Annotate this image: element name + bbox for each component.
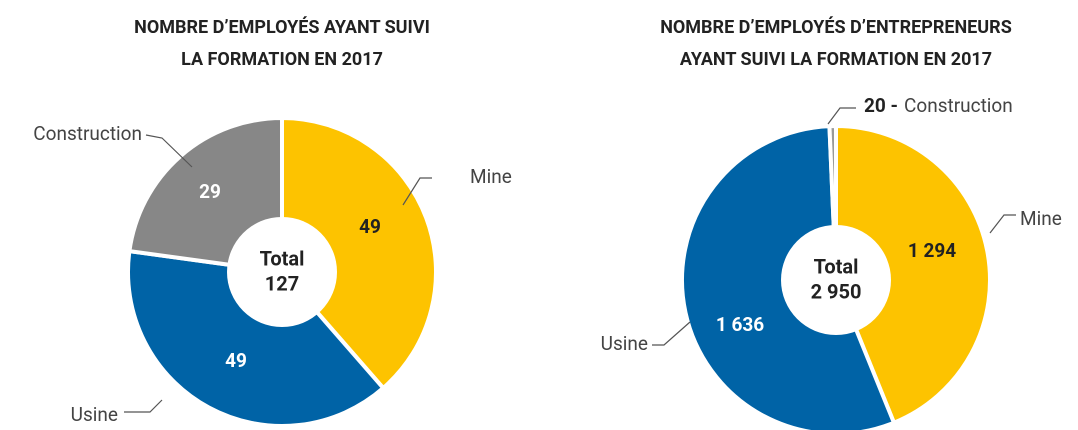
leader-line	[652, 321, 691, 346]
slice	[280, 115, 438, 391]
slice	[834, 123, 992, 426]
value-label: 49	[225, 349, 247, 372]
value-label: 29	[199, 180, 221, 203]
chart-title: AYANT SUIVI LA FORMATION EN 2017	[680, 49, 992, 70]
center-hole	[227, 217, 337, 327]
category-label: Mine	[470, 165, 512, 188]
center-hole	[781, 225, 891, 335]
value-label: 49	[359, 215, 381, 238]
leader-line	[145, 134, 193, 168]
leader-line	[124, 399, 163, 413]
center-title: Total	[814, 254, 859, 278]
category-label: Construction	[904, 94, 1013, 117]
center-title: Total	[260, 246, 305, 270]
chart-title: LA FORMATION EN 2017	[181, 49, 383, 70]
value-label: 1 294	[908, 239, 956, 262]
leader-line	[989, 214, 1016, 234]
chart-title: NOMBRE D’EMPLOYÉS D’ENTREPRENEURS	[660, 16, 1012, 38]
center-value: 2 950	[811, 279, 862, 303]
chart-title: NOMBRE D’EMPLOYÉS AYANT SUIVI	[134, 16, 430, 38]
category-label: Usine	[601, 332, 648, 355]
category-label: Construction	[33, 122, 142, 145]
leader-line	[827, 107, 856, 125]
category-label: Mine	[1020, 207, 1062, 230]
value-label: 20 -	[864, 94, 898, 117]
center-value: 127	[265, 271, 299, 295]
slice	[126, 248, 387, 428]
value-label: 1 636	[716, 313, 764, 336]
leader-line	[402, 177, 432, 206]
category-label: Usine	[71, 403, 118, 426]
